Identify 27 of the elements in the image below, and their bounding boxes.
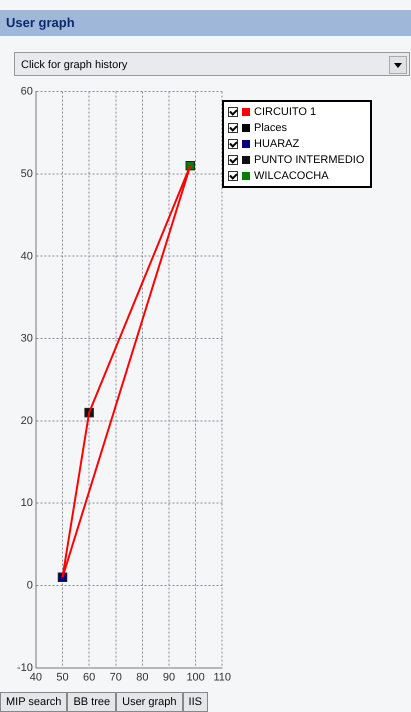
legend-label: WILCACOCHA — [254, 170, 329, 182]
x-tick-label: 100 — [186, 671, 205, 684]
x-tick-label: 90 — [162, 671, 176, 684]
x-tick-label: 110 — [213, 671, 232, 684]
history-dropdown: Click for graph history — [14, 52, 410, 76]
legend-label: CIRCUITO 1 — [254, 106, 316, 118]
y-tick-label: 50 — [20, 168, 33, 180]
text: BB tree — [67, 692, 116, 712]
text: User graph — [116, 692, 183, 712]
y-tick-label: 40 — [20, 250, 33, 262]
y-tick-label: 10 — [20, 497, 33, 510]
chart-title: User graph — [0, 10, 411, 36]
x-tick-label: 70 — [110, 671, 122, 684]
y-tick-label: 60 — [20, 86, 33, 98]
y-tick-label: 20 — [20, 414, 33, 427]
legend-label: HUARAZ — [254, 138, 300, 150]
x-tick-label: 60 — [83, 671, 96, 684]
x-tick-label: 40 — [30, 671, 42, 684]
legend-label: Places — [254, 122, 288, 134]
legend-label: PUNTO INTERMEDIO — [254, 154, 364, 166]
x-tick-label: 80 — [136, 671, 148, 684]
y-tick-label: 30 — [20, 332, 33, 345]
y-tick-label: 0 — [26, 580, 33, 592]
y-tick-label: -10 — [16, 662, 33, 674]
text: MIP search — [0, 692, 68, 712]
text: IIS — [182, 692, 208, 712]
x-tick-label: 50 — [56, 671, 69, 684]
